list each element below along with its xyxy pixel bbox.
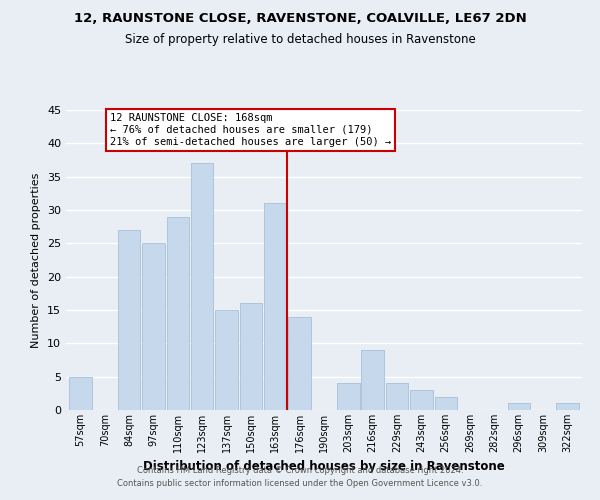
Bar [215,310,238,410]
Bar [410,390,433,410]
Bar [386,384,408,410]
X-axis label: Distribution of detached houses by size in Ravenstone: Distribution of detached houses by size … [143,460,505,473]
Bar [337,384,359,410]
Bar [264,204,287,410]
Y-axis label: Number of detached properties: Number of detached properties [31,172,41,348]
Text: Size of property relative to detached houses in Ravenstone: Size of property relative to detached ho… [125,32,475,46]
Bar [167,216,189,410]
Bar [70,376,92,410]
Text: 12 RAUNSTONE CLOSE: 168sqm
← 76% of detached houses are smaller (179)
21% of sem: 12 RAUNSTONE CLOSE: 168sqm ← 76% of deta… [110,114,391,146]
Bar [142,244,165,410]
Bar [240,304,262,410]
Bar [191,164,214,410]
Text: Contains HM Land Registry data © Crown copyright and database right 2024.
Contai: Contains HM Land Registry data © Crown c… [118,466,482,487]
Bar [289,316,311,410]
Bar [361,350,384,410]
Bar [508,404,530,410]
Text: 12, RAUNSTONE CLOSE, RAVENSTONE, COALVILLE, LE67 2DN: 12, RAUNSTONE CLOSE, RAVENSTONE, COALVIL… [74,12,526,26]
Bar [434,396,457,410]
Bar [556,404,578,410]
Bar [118,230,140,410]
